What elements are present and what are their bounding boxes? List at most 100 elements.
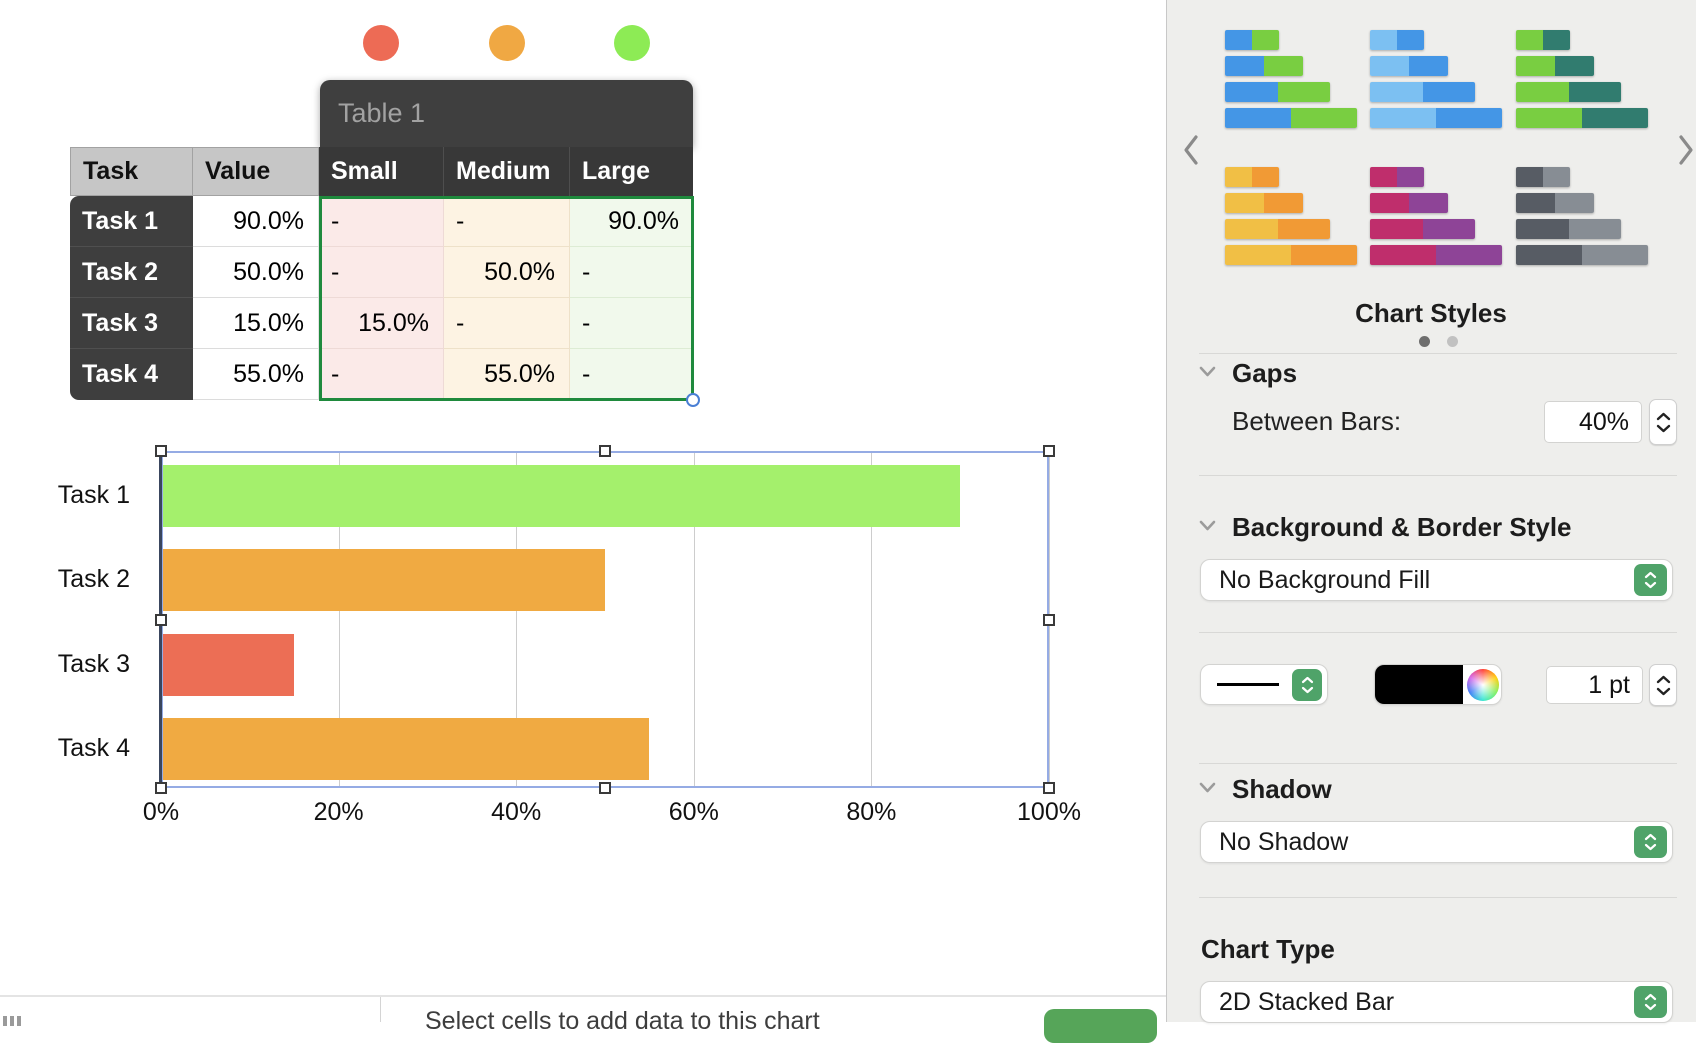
series-dot-medium <box>489 25 525 61</box>
column-header-small[interactable]: Small <box>319 147 444 196</box>
shadow-dropdown[interactable]: No Shadow <box>1200 821 1673 863</box>
x-axis-tick-label: 40% <box>491 798 542 826</box>
data-cell[interactable]: 50.0% <box>444 247 570 298</box>
data-cell[interactable]: - <box>444 298 570 349</box>
selection-handle[interactable] <box>155 445 167 457</box>
selection-handle[interactable] <box>1043 445 1055 457</box>
row-header-cell[interactable]: Task 2 <box>70 247 193 298</box>
data-cell[interactable]: - <box>319 349 444 400</box>
dropdown-stepper-icon <box>1634 826 1667 858</box>
selection-handle[interactable] <box>599 782 611 794</box>
thumbnail-bar <box>1225 167 1279 187</box>
category-label: Task 3 <box>57 649 130 678</box>
data-cell[interactable]: 15.0% <box>319 298 444 349</box>
chart-style-thumbnail[interactable] <box>1225 30 1357 154</box>
stepper-down-icon <box>1656 424 1670 432</box>
series-dot-large <box>614 25 650 61</box>
column-header-medium[interactable]: Medium <box>444 147 570 196</box>
divider <box>1199 353 1677 354</box>
selection-handle[interactable] <box>1043 613 1055 626</box>
data-cell[interactable]: - <box>319 196 444 247</box>
grip-mark <box>17 1016 21 1026</box>
chart-type-dropdown[interactable]: 2D Stacked Bar <box>1200 981 1673 1023</box>
disclosure-chevron-icon[interactable] <box>1199 366 1216 377</box>
dropdown-stepper-icon <box>1292 668 1322 701</box>
disclosure-chevron-icon[interactable] <box>1199 782 1216 793</box>
series-dot-small <box>363 25 399 61</box>
data-cell[interactable]: - <box>570 247 693 298</box>
column-header-large[interactable]: Large <box>570 147 693 196</box>
gridline <box>693 451 695 788</box>
stroke-width-input[interactable] <box>1546 666 1643 704</box>
data-cell[interactable]: - <box>570 298 693 349</box>
selection-handle[interactable] <box>599 445 611 457</box>
chart-style-thumbnail[interactable] <box>1516 30 1648 154</box>
data-cell[interactable]: 90.0% <box>193 196 319 247</box>
thumbnail-bar <box>1370 193 1448 213</box>
gridline <box>871 451 873 788</box>
table-title: Table 1 <box>338 98 426 128</box>
chart-data-range-selection <box>319 196 694 401</box>
bar-task-2[interactable] <box>161 549 605 612</box>
stroke-width-stepper[interactable] <box>1649 664 1677 706</box>
gridline <box>338 451 340 788</box>
row-header-cell[interactable]: Task 1 <box>70 196 193 247</box>
chart-style-thumbnail[interactable] <box>1516 167 1648 291</box>
column-header-value[interactable]: Value <box>193 147 319 196</box>
stroke-color-swatch[interactable] <box>1375 665 1463 704</box>
row-header-cell[interactable]: Task 3 <box>70 298 193 349</box>
x-axis-tick-label: 60% <box>668 798 719 826</box>
stroke-style-dropdown[interactable] <box>1200 664 1328 705</box>
thumbnail-bar <box>1516 193 1594 213</box>
between-bars-stepper[interactable] <box>1649 399 1677 445</box>
color-wheel-icon[interactable] <box>1467 668 1499 701</box>
carousel-next-icon[interactable] <box>1676 134 1696 166</box>
stroke-color-well[interactable] <box>1374 664 1502 705</box>
chart-style-thumbnail[interactable] <box>1370 30 1502 154</box>
table-row: Task 1 90.0% - -90.0% <box>70 196 693 247</box>
chart-style-thumbnail[interactable] <box>1370 167 1502 291</box>
data-cell[interactable]: - <box>444 196 570 247</box>
data-cell[interactable]: 55.0% <box>193 349 319 400</box>
bar-task-3[interactable] <box>161 633 294 696</box>
row-header-cell[interactable]: Task 4 <box>70 349 193 400</box>
bar-task-4[interactable] <box>161 717 649 780</box>
thumbnail-bar <box>1516 30 1570 50</box>
data-cell[interactable]: - <box>570 349 693 400</box>
stepper-up-icon <box>1656 412 1670 420</box>
background-border-section-title: Background & Border Style <box>1232 512 1572 542</box>
selection-handle[interactable] <box>155 613 167 626</box>
chart-type-section-title: Chart Type <box>1201 934 1335 964</box>
divider <box>1199 897 1677 898</box>
selection-handle[interactable] <box>1043 782 1055 794</box>
range-resize-handle[interactable] <box>686 393 700 407</box>
table-row: Task 3 15.0% 15.0% - - <box>70 298 693 349</box>
selection-handle[interactable] <box>155 782 167 794</box>
thumbnail-bar <box>1516 245 1648 265</box>
column-header-task[interactable]: Task <box>70 147 193 196</box>
between-bars-label: Between Bars: <box>1232 406 1402 436</box>
between-bars-input[interactable] <box>1544 401 1642 443</box>
data-cell[interactable]: 15.0% <box>193 298 319 349</box>
thumbnail-bar <box>1225 219 1330 239</box>
data-cell[interactable]: 50.0% <box>193 247 319 298</box>
carousel-page-dot[interactable] <box>1447 336 1458 347</box>
thumbnail-bar <box>1516 56 1594 76</box>
carousel-previous-icon[interactable] <box>1181 134 1201 166</box>
data-cell[interactable]: 55.0% <box>444 349 570 400</box>
data-cell[interactable]: - <box>319 247 444 298</box>
disclosure-chevron-icon[interactable] <box>1199 520 1216 531</box>
data-table[interactable]: Task Value Small Medium Large Task 1 90.0… <box>70 147 693 400</box>
data-cell[interactable]: 90.0% <box>570 196 693 247</box>
chart-style-thumbnail[interactable] <box>1225 167 1357 291</box>
carousel-page-dot-active[interactable] <box>1419 336 1430 347</box>
gaps-section-title: Gaps <box>1232 358 1298 388</box>
thumbnail-bar <box>1516 108 1648 128</box>
chart-selection-box <box>161 451 1049 788</box>
done-button[interactable] <box>1044 1009 1157 1043</box>
thumbnail-bar <box>1516 219 1621 239</box>
x-axis-tick-label: 80% <box>846 798 897 826</box>
category-label: Task 2 <box>57 565 130 594</box>
bar-task-1[interactable] <box>161 465 960 527</box>
background-fill-dropdown[interactable]: No Background Fill <box>1200 559 1673 601</box>
